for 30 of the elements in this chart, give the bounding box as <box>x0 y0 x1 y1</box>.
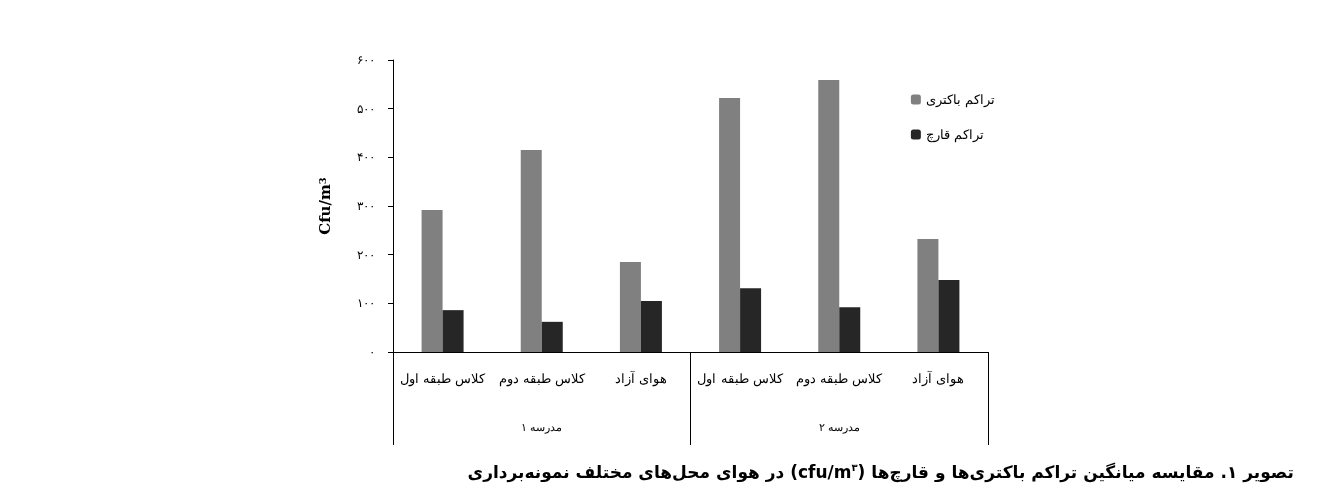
x-tick-label: کلاس طبقه اول <box>399 371 487 387</box>
y-tick-label: ۲۰۰ <box>357 247 375 262</box>
x-tick-label: کلاس طبقه اول <box>697 371 784 387</box>
y-tick-label: ۶۰۰ <box>357 53 375 67</box>
x-tick-label: کلاس طبقه دوم <box>796 371 884 387</box>
x-tick-label: کلاس طبقه دوم <box>498 371 586 387</box>
bar <box>520 150 542 352</box>
y-tick-label: ۴۰۰ <box>357 150 375 165</box>
y-tick-label: ۵۰۰ <box>357 101 375 116</box>
bar <box>421 209 443 352</box>
text: مدرسه ۲ <box>818 421 860 434</box>
bar <box>938 279 960 352</box>
bar <box>541 321 563 352</box>
bar <box>839 307 861 352</box>
bar <box>917 239 939 352</box>
bar <box>640 300 662 352</box>
y-tick-label: ۱۰۰ <box>357 296 375 311</box>
y-tick-label: ۰ <box>369 345 375 359</box>
legend-label: تراکم قارچ <box>925 127 985 143</box>
bar <box>740 288 762 352</box>
text: مدرسه ۱ <box>521 421 563 434</box>
bar <box>442 310 464 352</box>
y-tick-label: ۳۰۰ <box>357 199 375 213</box>
y-axis-title: Cfu/m3 <box>316 177 334 235</box>
x-tick-label: هوای آزاد <box>912 370 965 387</box>
bar <box>719 97 741 352</box>
bar <box>818 79 840 352</box>
legend-label: تراکم باکتری <box>925 92 996 108</box>
bar <box>619 261 641 352</box>
x-tick-label: هوای آزاد <box>614 370 667 387</box>
